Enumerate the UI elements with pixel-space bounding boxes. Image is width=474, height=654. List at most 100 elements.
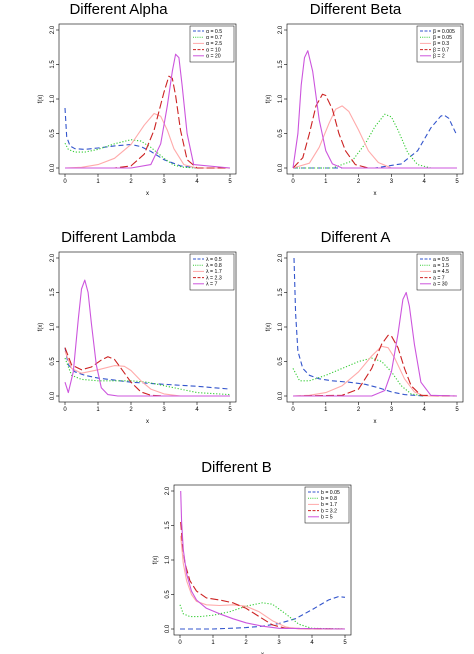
legend-label: α = 0.7 [206, 35, 222, 41]
chart-svg: 0 1 2 3 4 5 0.0 0.5 1.0 1.5 2.0 x f(x) α = 0.5α = 0.7… [38, 23, 237, 197]
y-tick-label: 1.5 [50, 60, 56, 69]
y-tick-label: 0.0 [50, 391, 56, 400]
chart-panel-b: Different B 0 1 2 3 4 5 0.0 0.5 1.0 1.5 2.0 x f(x) b … [118, 458, 355, 654]
x-axis-label: x [146, 419, 149, 425]
y-tick-label: 0.5 [278, 357, 284, 366]
legend-label: β = 0.005 [433, 29, 455, 35]
x-tick-label: 5 [343, 640, 347, 646]
x-tick-label: 4 [195, 407, 199, 413]
y-tick-label: 0.5 [50, 357, 56, 366]
series-line [64, 139, 230, 169]
series-line [64, 347, 230, 397]
x-tick-label: 1 [324, 179, 328, 185]
x-tick-label: 4 [423, 179, 427, 185]
y-tick-label: 1.0 [278, 94, 284, 103]
x-tick-label: 5 [228, 179, 232, 185]
x-tick-label: 5 [455, 407, 459, 413]
y-tick-label: 1.5 [165, 521, 171, 530]
x-axis-label: x [374, 191, 377, 197]
y-tick-label: 1.5 [278, 288, 284, 297]
x-tick-label: 3 [390, 407, 394, 413]
legend-label: b = 3.2 [321, 508, 337, 514]
series-line [64, 279, 230, 397]
legend-box [304, 486, 350, 524]
x-tick-label: 5 [228, 407, 232, 413]
y-tick-label: 0.5 [165, 590, 171, 599]
series-line [293, 114, 458, 169]
legend-label: α = 10 [206, 47, 221, 53]
legend-label: α = 0.5 [206, 29, 222, 35]
y-tick-label: 1.5 [278, 60, 284, 69]
series-line [292, 105, 457, 169]
y-axis-label: f(x) [266, 323, 272, 332]
chart-title: Different Beta [309, 1, 402, 18]
series-line [64, 351, 230, 397]
y-tick-label: 2.0 [165, 486, 171, 495]
y-tick-label: 0.5 [50, 129, 56, 138]
x-tick-label: 0 [291, 179, 295, 185]
legend-label: β = 0.7 [433, 47, 449, 53]
legend: a = 0.5a = 1.5a = 4.5a = 7a = 30 [416, 253, 462, 291]
legend-label: a = 4.5 [433, 269, 449, 275]
y-tick-label: 2.0 [278, 253, 284, 262]
y-axis-label: f(x) [153, 556, 159, 565]
x-tick-label: 1 [211, 640, 215, 646]
chart-title: Different A [320, 229, 391, 246]
legend-label: β = 0.3 [433, 41, 449, 47]
x-tick-label: 0 [63, 179, 67, 185]
chart-panel-a: Different A 0 1 2 3 4 5 0.0 0.5 1.0 1.5 2.0 x f(x) a … [237, 228, 474, 443]
chart-panel-lambda: Different Lambda 0 1 2 3 4 5 0.0 0.5 1.0 1.5 2.0 x f… [0, 228, 237, 443]
x-tick-label: 4 [195, 179, 199, 185]
legend-label: α = 20 [206, 54, 221, 60]
legend-label: α = 2.5 [206, 41, 222, 47]
x-tick-label: 3 [162, 407, 166, 413]
x-tick-label: 5 [455, 179, 459, 185]
series-line [64, 357, 231, 396]
y-tick-label: 0.0 [165, 624, 171, 633]
x-tick-label: 4 [310, 640, 314, 646]
legend-label: a = 1.5 [433, 263, 449, 269]
legend-label: b = 5 [321, 515, 333, 521]
legend-label: λ = 7 [206, 282, 218, 288]
series-line [292, 357, 457, 397]
x-axis-label: x [374, 419, 377, 425]
series-line [180, 596, 346, 630]
chart-title: Different Lambda [61, 229, 176, 246]
y-tick-label: 2.0 [50, 25, 56, 34]
x-axis-label: x [261, 652, 264, 654]
x-tick-label: 0 [178, 640, 182, 646]
chart-title: Different Alpha [69, 1, 168, 18]
legend-label: λ = 0.8 [206, 263, 222, 269]
legend-label: λ = 1.7 [206, 269, 222, 275]
x-tick-label: 1 [96, 407, 100, 413]
x-tick-label: 2 [357, 179, 361, 185]
series-line [65, 75, 230, 169]
y-tick-label: 1.0 [278, 322, 284, 331]
series-line [64, 347, 231, 390]
legend-label: b = 0.8 [321, 496, 337, 502]
y-axis-label: f(x) [38, 323, 44, 332]
legend: λ = 0.5λ = 0.8λ = 1.7λ = 2.3λ = 7 [189, 253, 235, 291]
legend-label: λ = 2.3 [206, 275, 222, 281]
chart-title: Different B [201, 459, 272, 476]
series-line [293, 257, 457, 397]
legend-label: b = 0.05 [321, 490, 340, 496]
x-tick-label: 0 [63, 407, 67, 413]
chart-svg: 0 1 2 3 4 5 0.0 0.5 1.0 1.5 2.0 x f(x) b = 0.05b = 0.… [153, 484, 352, 654]
x-tick-label: 2 [357, 407, 361, 413]
chart-panel-beta: Different Beta 0 1 2 3 4 5 0.0 0.5 1.0 1.5 2.0 x f(x… [237, 0, 474, 215]
series-line [64, 107, 230, 169]
x-tick-label: 1 [324, 407, 328, 413]
legend-label: β = 0.05 [433, 35, 452, 41]
x-tick-label: 3 [390, 179, 394, 185]
y-tick-label: 0.5 [278, 129, 284, 138]
y-tick-label: 0.0 [50, 163, 56, 172]
x-tick-label: 4 [423, 407, 427, 413]
series-line [180, 490, 346, 630]
x-tick-label: 1 [96, 179, 100, 185]
x-tick-label: 2 [129, 179, 133, 185]
series-line [293, 113, 457, 169]
legend-label: a = 7 [433, 275, 445, 281]
y-tick-label: 2.0 [50, 253, 56, 262]
